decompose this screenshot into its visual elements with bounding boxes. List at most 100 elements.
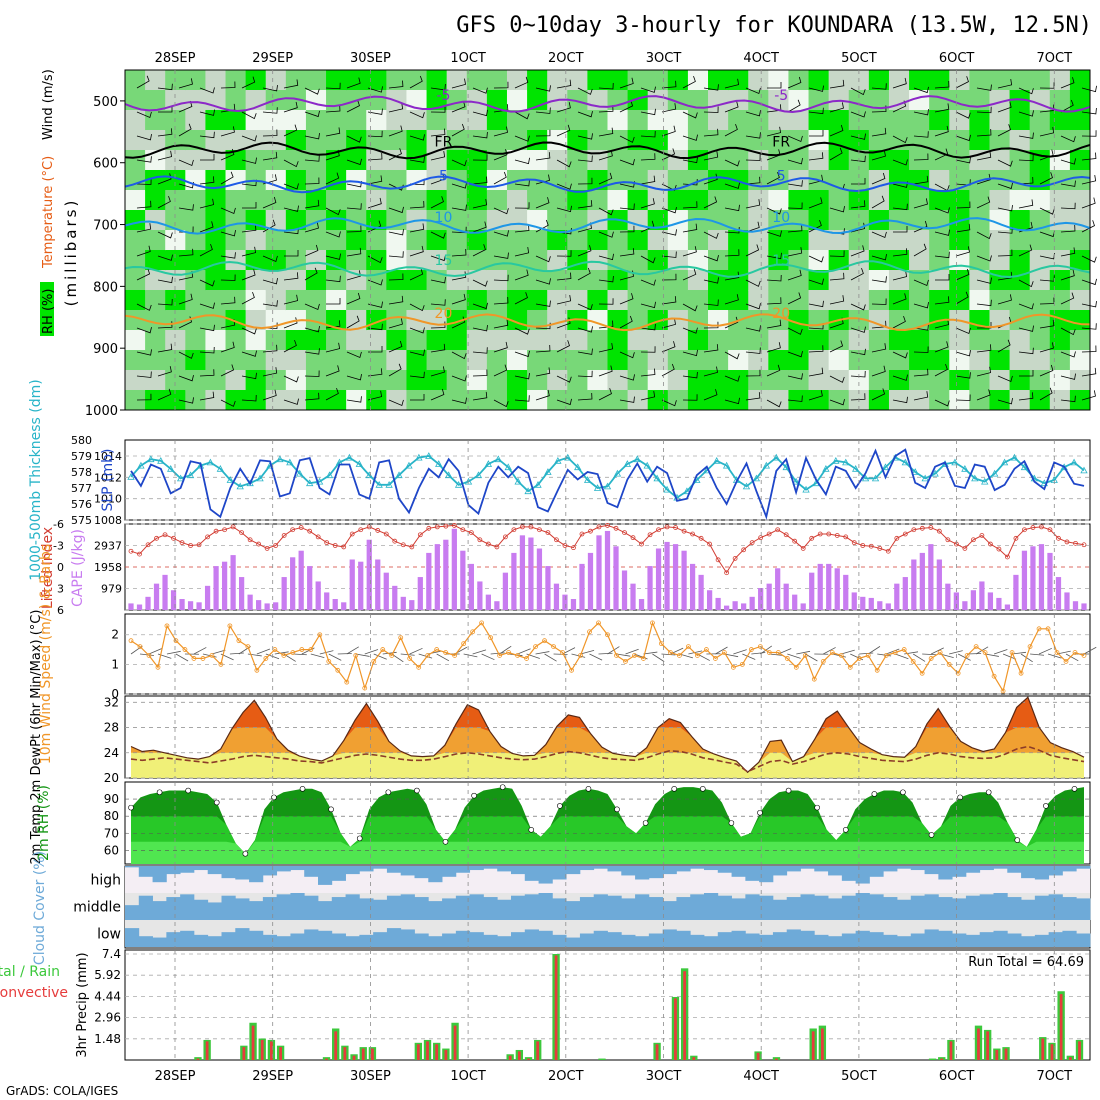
wind-barb (913, 391, 929, 401)
rh-cell (527, 370, 548, 391)
cloud-bar (455, 866, 471, 873)
cloud-bar (262, 866, 278, 876)
wind-barb (514, 327, 530, 335)
lifted-index-point (826, 531, 832, 537)
rh-cell (205, 330, 227, 351)
rh-cell (1069, 190, 1091, 211)
wind-barb (1060, 327, 1076, 336)
rh-cell (1049, 170, 1071, 191)
lifted-index-point (868, 543, 874, 549)
lifted-index-point (690, 531, 695, 537)
rh-cell (969, 130, 990, 151)
cloud-bar (318, 930, 333, 947)
wind-barb (367, 108, 383, 115)
cape-bar (358, 561, 364, 610)
wind-barb (136, 349, 152, 356)
cloud-bar (566, 901, 581, 920)
wind-speed-point (955, 670, 961, 676)
wind-barb (745, 176, 761, 185)
rh-cell (285, 190, 307, 211)
wind-barb (199, 279, 215, 287)
rh-tick-label: 60 (104, 843, 119, 857)
wind-barb (682, 75, 696, 89)
lifted-index-point (375, 528, 381, 533)
rh-cell (828, 290, 850, 311)
lifted-index-point (400, 542, 406, 548)
wind-barb (367, 279, 383, 286)
wind-10m-barb (310, 653, 325, 659)
rh-cell (868, 250, 890, 271)
wind-10m-barb (463, 653, 478, 658)
lifted-index-point (477, 537, 483, 543)
wind-barb (472, 391, 488, 401)
cape-bar (1081, 603, 1087, 610)
cloud-bar (235, 898, 250, 920)
rh-cell (245, 190, 267, 211)
rh-cell (708, 70, 729, 91)
cloud-bar (373, 932, 388, 947)
wind-barb (388, 340, 403, 353)
cloud-bar (1062, 930, 1077, 947)
wind-barb (577, 200, 593, 209)
wind-barb (892, 248, 908, 257)
slp-tick-label: 1012 (94, 471, 122, 484)
cloud-bar (138, 866, 153, 877)
cape-bar (596, 535, 602, 610)
rh-cell (486, 290, 508, 311)
wind-barb (409, 245, 424, 257)
cloud-bar (373, 899, 388, 920)
wind-barb (451, 123, 465, 137)
cape-bar (732, 601, 738, 610)
rh-cell (205, 230, 227, 251)
rh-cell (687, 210, 709, 231)
wind-barb (640, 255, 656, 264)
rh-cell (366, 290, 387, 311)
rh-cell (868, 270, 890, 291)
wind-barb (514, 179, 530, 187)
cape-bar (400, 596, 406, 610)
rh-cell (225, 310, 247, 331)
wind-barb (871, 254, 887, 261)
wind-speed-point (982, 650, 988, 655)
wind-barb (808, 152, 824, 161)
wind-barb (598, 298, 614, 305)
cloud-bar (869, 932, 884, 947)
cloud-bar (193, 866, 209, 871)
wind-speed-point (137, 644, 143, 649)
rh-cell (748, 210, 769, 231)
cape-bar (587, 552, 594, 610)
rh-cell (426, 170, 448, 191)
wind-barb (598, 365, 613, 377)
wind-10m-barb (733, 649, 747, 655)
lifted-index-point (205, 534, 210, 540)
rh-cell (446, 350, 468, 371)
lifted-index-point (715, 557, 721, 563)
isotherm-line (124, 175, 1091, 194)
wind-speed-point (254, 667, 260, 673)
rh-cell (1029, 310, 1051, 331)
rh-cell (888, 250, 910, 271)
wind-speed-point (200, 656, 206, 661)
wind-barb (766, 171, 780, 185)
wind-barb (724, 123, 738, 137)
rh-cell (446, 270, 468, 291)
rh-cell (225, 190, 247, 211)
cloud-bar (635, 936, 650, 947)
wind-barb (977, 322, 992, 329)
wind-barb (1060, 99, 1074, 113)
rh-cell (989, 290, 1011, 311)
thickness-ylabel: 1000-500mb Thickness (dm) (28, 379, 44, 580)
wind-barb (1018, 199, 1034, 209)
wind-barb (1081, 278, 1097, 286)
wind-barb (199, 243, 213, 257)
precip-ylabel: 3hr Precip (mm) (75, 952, 90, 1057)
wind-barb (934, 399, 950, 407)
wind-10m-barb (544, 653, 557, 662)
wind-barb (283, 205, 299, 212)
thickness-point (206, 458, 215, 466)
cape-bar (621, 570, 628, 610)
thickness-tick-label: 580 (71, 434, 92, 447)
rh-cell (145, 130, 166, 151)
wind-barb (535, 367, 551, 377)
rh-cell (1029, 230, 1051, 251)
